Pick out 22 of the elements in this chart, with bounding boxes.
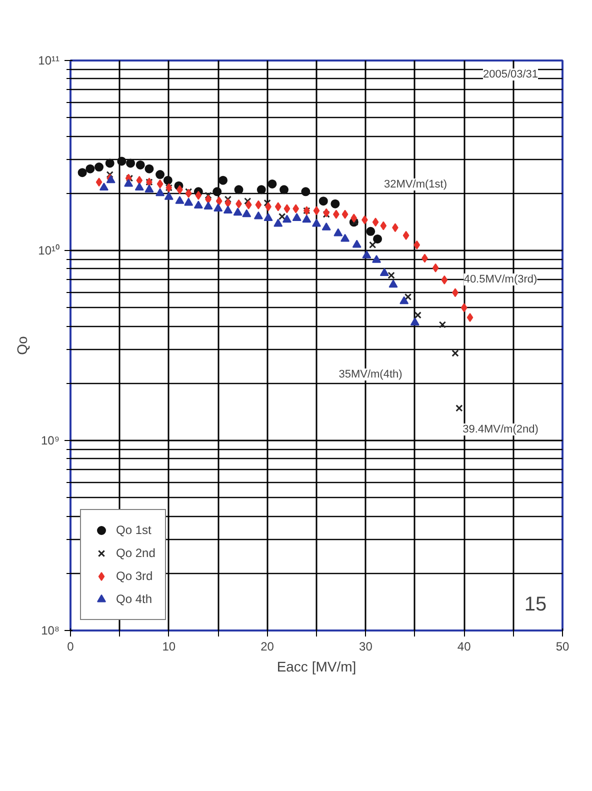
- x-tick-label: 0: [67, 640, 74, 654]
- annotation: 40.5MV/m(3rd): [464, 274, 538, 286]
- legend-label: Qo 3rd: [116, 569, 153, 583]
- annotation: 35MV/m(4th): [338, 368, 402, 380]
- y-tick-label: 10⁹: [41, 434, 60, 448]
- x-tick-label: 30: [359, 640, 373, 654]
- annotation: 39.4MV/m(2nd): [462, 424, 538, 436]
- annotation: 15: [524, 594, 547, 616]
- y-tick-label: 10⁸: [41, 624, 60, 638]
- annotation: 32MV/m(1st): [384, 178, 447, 190]
- x-tick-label: 10: [162, 640, 176, 654]
- x-tick-label: 40: [457, 640, 472, 654]
- annotation: 2005/03/31: [482, 68, 538, 80]
- legend-label: Qo 1st: [116, 523, 152, 537]
- x-tick-label: 20: [260, 640, 274, 654]
- y-axis-title: Qo: [14, 336, 30, 355]
- y-tick-label: 10¹⁰: [38, 244, 60, 258]
- x-axis-title: Eacc [MV/m]: [276, 658, 356, 674]
- legend-label: Qo 4th: [116, 592, 152, 606]
- y-tick-label: 10¹¹: [38, 54, 60, 68]
- x-tick-label: 50: [556, 640, 570, 654]
- legend-label: Qo 2nd: [116, 546, 156, 560]
